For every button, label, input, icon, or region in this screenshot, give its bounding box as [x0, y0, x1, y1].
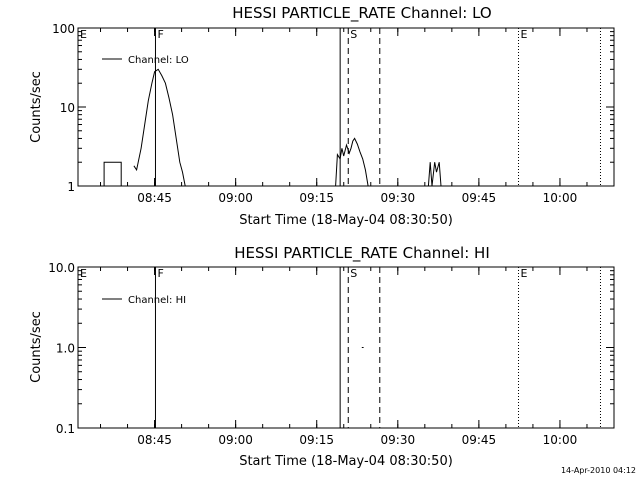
x-tick-label: 09:45 — [462, 433, 497, 447]
x-tick-label: 09:00 — [218, 191, 253, 205]
x-tick-label: 10:00 — [543, 433, 578, 447]
x-tick-label: 09:30 — [381, 191, 416, 205]
event-marker-label: E — [521, 267, 528, 280]
lo-chart-title: HESSI PARTICLE_RATE Channel: LO — [232, 4, 491, 23]
y-tick-label: 10 — [60, 101, 75, 115]
x-tick-label: 09:15 — [299, 191, 334, 205]
data-series-line — [103, 161, 122, 186]
x-tick-label: 08:45 — [137, 191, 172, 205]
lo-legend-label: Channel: LO — [128, 55, 189, 66]
data-series-line — [427, 162, 442, 187]
hi-y-axis-label: Counts/sec — [29, 311, 44, 383]
data-series-line — [133, 68, 186, 187]
event-marker-label: S — [350, 28, 357, 41]
lo-plot-frame — [77, 27, 615, 187]
hi-legend-label: Channel: HI — [128, 295, 186, 306]
hi-chart-title: HESSI PARTICLE_RATE Channel: HI — [234, 244, 490, 263]
y-tick-label: 10.0 — [48, 261, 75, 275]
y-tick-label: 1 — [67, 180, 75, 194]
event-marker-label: E — [80, 28, 87, 41]
event-marker-label: F — [157, 267, 163, 280]
y-tick-label: 100 — [52, 22, 75, 36]
event-marker-label: E — [521, 28, 528, 41]
lo-y-axis-label: Counts/sec — [29, 71, 44, 143]
lo-x-axis-label: Start Time (18-May-04 08:30:50) — [239, 213, 453, 228]
x-tick-label: 10:00 — [543, 191, 578, 205]
hi-x-axis-label: Start Time (18-May-04 08:30:50) — [239, 454, 453, 469]
generation-timestamp: 14-Apr-2010 04:12 — [561, 466, 636, 475]
event-marker-label: F — [157, 28, 163, 41]
lo-channel-panel: HESSI PARTICLE_RATE Channel: LO Start Ti… — [29, 4, 615, 228]
x-tick-label: 09:00 — [218, 433, 253, 447]
x-tick-label: 08:45 — [137, 433, 172, 447]
y-tick-label: 1.0 — [56, 342, 75, 356]
data-series-line — [335, 137, 369, 187]
event-marker-label: E — [80, 267, 87, 280]
y-tick-label: 0.1 — [56, 422, 75, 436]
x-tick-label: 09:30 — [381, 433, 416, 447]
x-tick-label: 09:45 — [462, 191, 497, 205]
x-tick-label: 09:15 — [299, 433, 334, 447]
hi-plot-frame — [77, 266, 615, 429]
event-marker-label: S — [350, 267, 357, 280]
hi-channel-panel: HESSI PARTICLE_RATE Channel: HI Start Ti… — [29, 244, 615, 469]
